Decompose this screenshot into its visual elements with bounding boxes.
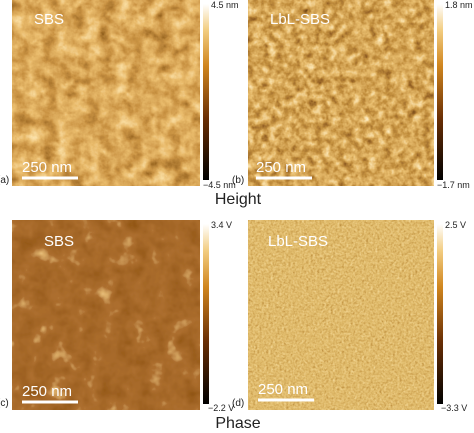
- row-caption: Phase: [215, 415, 260, 432]
- row-caption: Height: [215, 191, 262, 208]
- colorbar-min: −3.3 V: [441, 403, 467, 413]
- scale-bar-label: 250 nm: [256, 159, 306, 176]
- colorbar-min: −1.7 nm: [437, 180, 470, 190]
- sample-name: LbL-SBS: [270, 11, 330, 28]
- colorbar: [437, 4, 443, 180]
- afm-image: [248, 0, 434, 186]
- sample-name: SBS: [34, 11, 64, 28]
- colorbar-max: 3.4 V: [211, 220, 232, 230]
- sample-name: LbL-SBS: [268, 233, 328, 250]
- scale-bar-label: 250 nm: [22, 383, 72, 400]
- scale-bar-label: 250 nm: [22, 159, 72, 176]
- colorbar-min: −4.5 nm: [203, 180, 236, 190]
- panel-label: (d): [232, 398, 244, 409]
- colorbar-max: 2.5 V: [445, 220, 466, 230]
- panel-label: (a): [0, 175, 9, 186]
- afm-image: [12, 220, 200, 410]
- afm-image: [248, 220, 434, 410]
- panel-label: (b): [232, 175, 244, 186]
- scale-bar-label: 250 nm: [258, 381, 308, 398]
- colorbar: [203, 224, 209, 404]
- colorbar-min: −2.2 V: [208, 403, 234, 413]
- sample-name: SBS: [44, 233, 74, 250]
- colorbar: [437, 224, 443, 404]
- colorbar-max: 4.5 nm: [211, 0, 239, 10]
- panel-label: (c): [0, 398, 9, 409]
- colorbar-max: 1.8 nm: [445, 0, 473, 10]
- afm-image: [12, 0, 200, 186]
- colorbar: [203, 4, 209, 180]
